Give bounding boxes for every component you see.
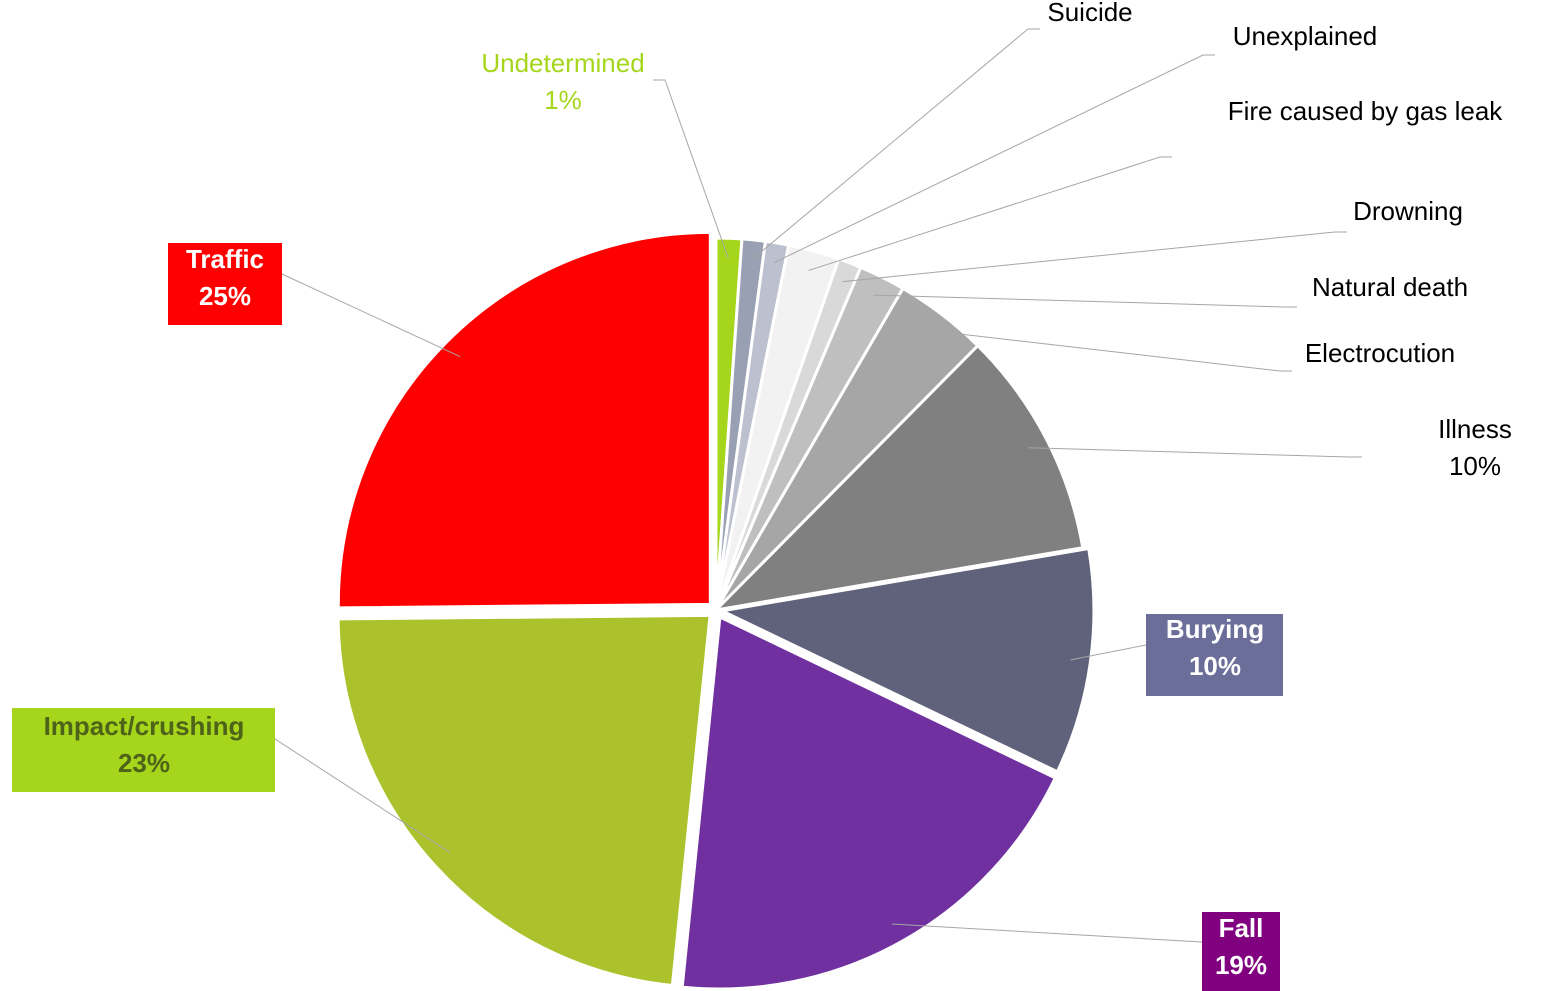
pie-slice-burying — [717, 546, 1096, 774]
leader-line-natural-death — [873, 294, 1297, 308]
label-box-traffic — [168, 243, 282, 325]
slice-label-illness: Illness — [1438, 414, 1512, 444]
slice-percent-undetermined: 1% — [544, 85, 582, 115]
pie-slices — [336, 230, 1096, 991]
slice-label-electrocution: Electrocution — [1305, 338, 1455, 368]
slice-percent-traffic: 25% — [199, 281, 251, 311]
slice-label-impact-crushing: Impact/crushing — [44, 711, 245, 741]
leader-line-unexplained — [773, 54, 1215, 264]
slice-percent-illness: 10% — [1449, 451, 1501, 481]
leader-line-undetermined — [653, 79, 729, 259]
label-box-burying — [1146, 614, 1283, 696]
pie-slice-fall — [680, 614, 1058, 991]
leader-line-fall — [891, 923, 1214, 943]
label-box-impact-crushing — [12, 708, 275, 792]
slice-label-undetermined: Undetermined — [481, 48, 644, 78]
leader-lines — [263, 28, 1362, 943]
leader-line-traffic — [270, 273, 461, 358]
leader-line-fire-caused-by-gas-leak — [808, 156, 1172, 271]
pie-slice-illness — [711, 343, 1085, 613]
leader-line-electrocution — [930, 330, 1292, 372]
slice-label-suicide: Suicide — [1047, 0, 1132, 27]
slice-label-natural-death: Natural death — [1312, 272, 1468, 302]
slice-percent-burying: 10% — [1189, 651, 1241, 681]
slice-percent-fall: 19% — [1215, 950, 1267, 980]
slice-label-fall: Fall — [1219, 913, 1264, 943]
label-box-fall — [1202, 912, 1280, 991]
leader-line-suicide — [751, 28, 1040, 261]
slice-percent-impact-crushing: 23% — [118, 748, 170, 778]
leader-line-drowning — [842, 231, 1347, 283]
leader-line-illness — [1028, 447, 1362, 458]
slice-label-unexplained: Unexplained — [1233, 21, 1378, 51]
pie-slice-impact-crushing — [336, 613, 712, 988]
slice-labels: Undetermined 1% Suicide Unexplained Fire cau… — [12, 0, 1512, 991]
slice-label-burying: Burying — [1166, 614, 1264, 644]
slice-label-traffic: Traffic — [186, 244, 264, 274]
slice-label-fire-caused-by-gas-leak: Fire caused by gas leak — [1228, 96, 1504, 126]
pie-slice-traffic — [336, 230, 712, 610]
slice-label-drowning: Drowning — [1353, 196, 1463, 226]
